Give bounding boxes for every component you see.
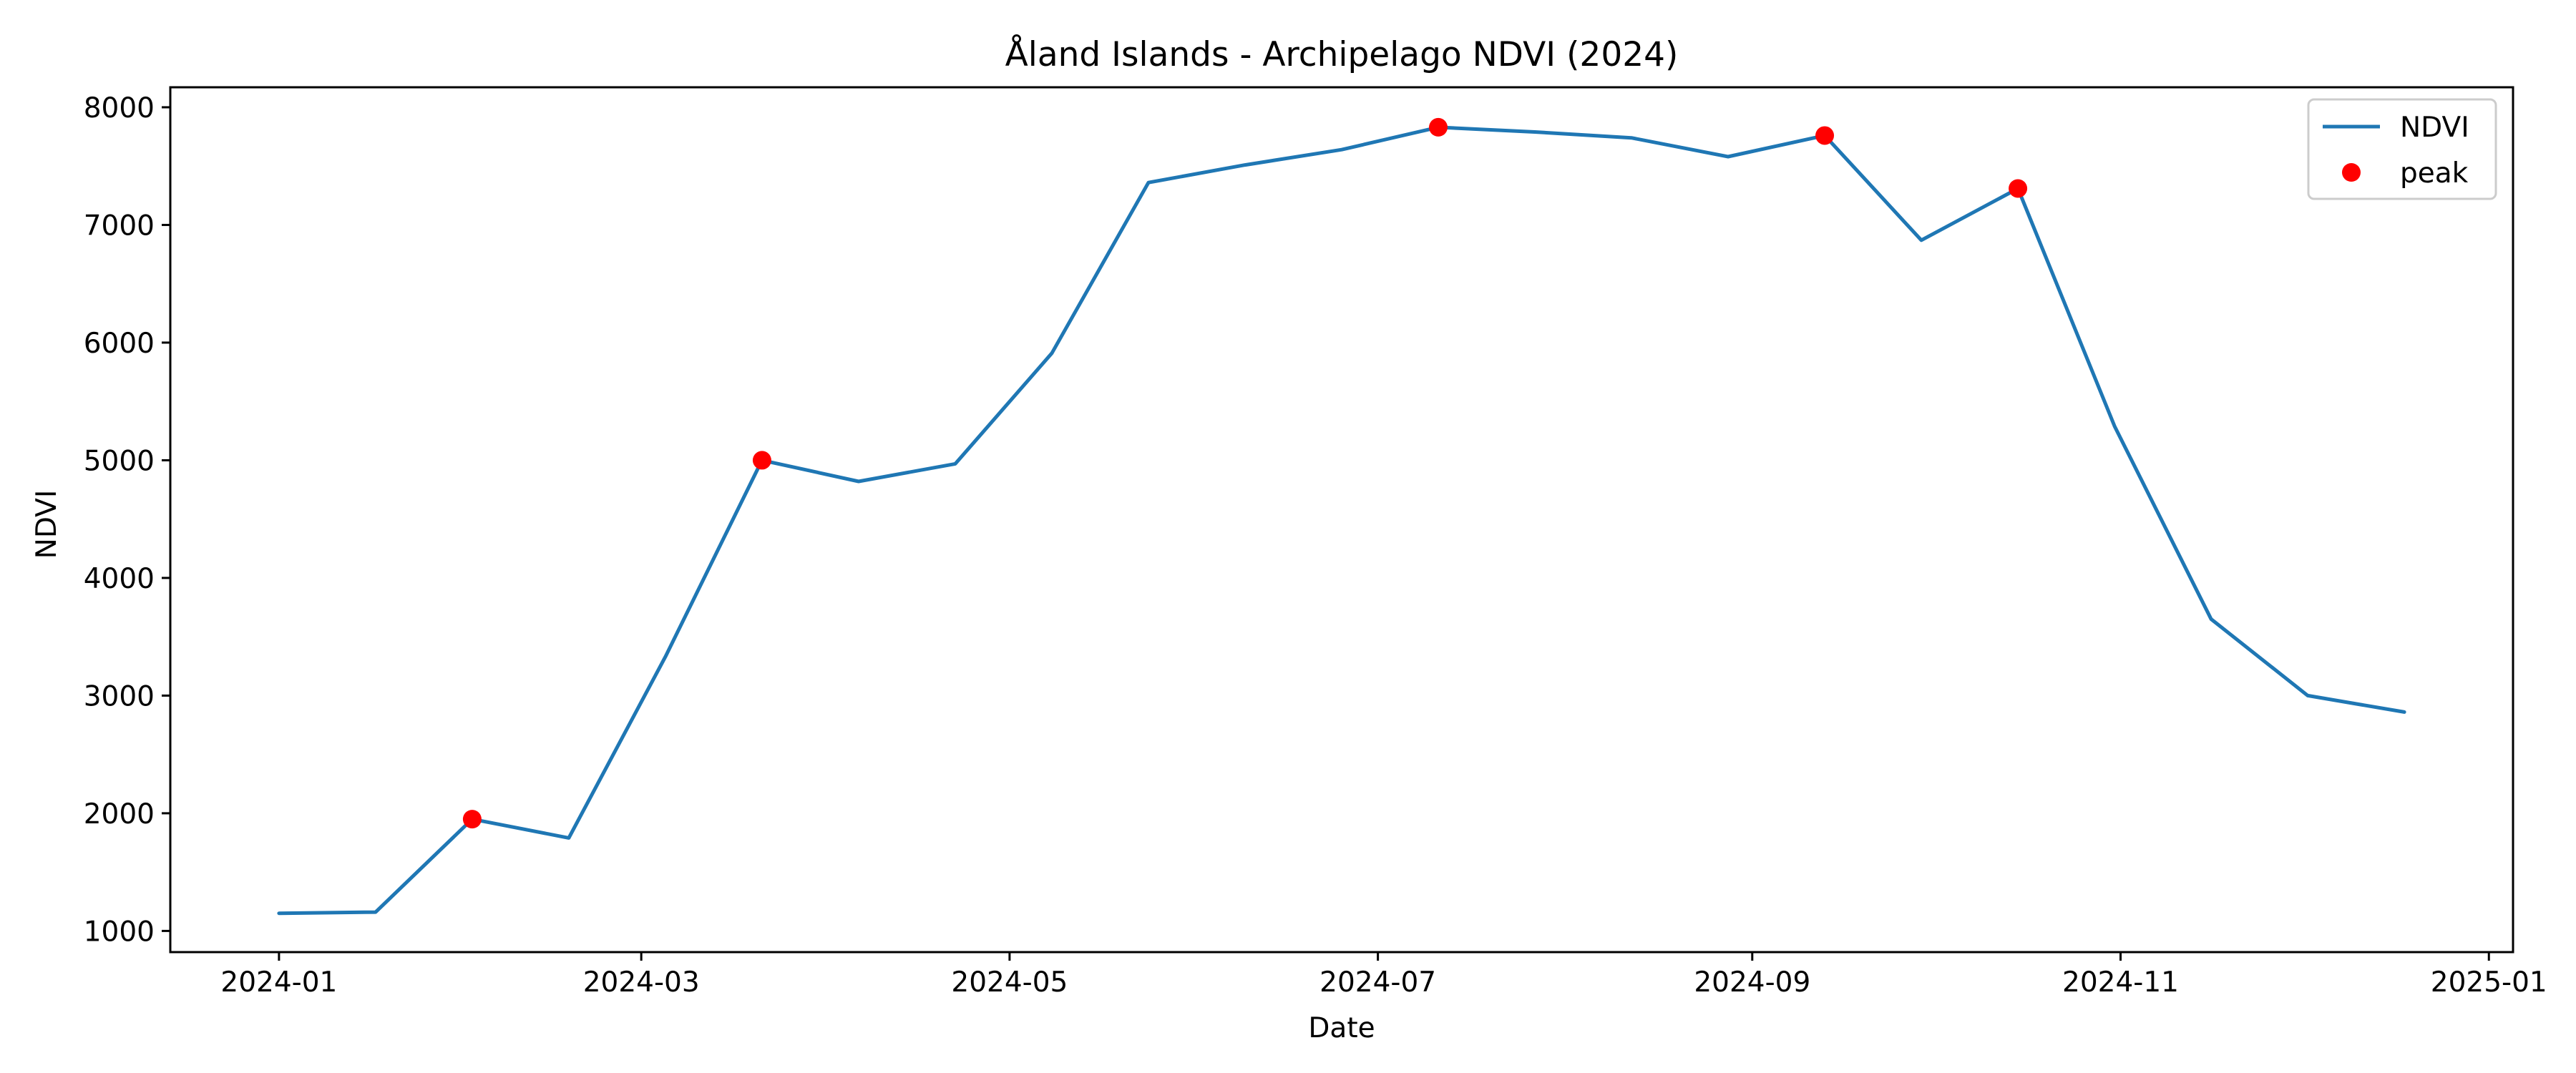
y-tick-label: 1000 (84, 916, 155, 948)
y-tick-label: 5000 (84, 445, 155, 477)
x-axis-label: Date (1308, 1012, 1375, 1044)
y-tick-label: 4000 (84, 563, 155, 595)
peak-marker (1429, 117, 1448, 137)
legend-label: NDVI (2400, 112, 2469, 144)
y-tick-label: 6000 (84, 328, 155, 360)
x-tick-label: 2024-09 (1694, 966, 1810, 999)
peak-marker (752, 451, 771, 470)
axes-frame (169, 86, 2514, 954)
y-tick-label: 3000 (84, 680, 155, 712)
y-axis-label: NDVI (31, 490, 63, 559)
plot-area: 2024-01 2024-03 2024-05 2024-07 2024-09 2024-… (84, 86, 2547, 999)
y-tick-label: 7000 (84, 210, 155, 242)
x-tick-label: 2024-03 (583, 966, 700, 999)
legend-marker-swatch (2342, 163, 2361, 182)
x-tick-label: 2025-01 (2431, 966, 2547, 999)
chart-title: Åland Islands - Archipelago NDVI (2024) (1005, 35, 1679, 74)
y-tick-label: 8000 (84, 92, 155, 124)
x-tick-label: 2024-11 (2062, 966, 2179, 999)
peak-marker (462, 810, 482, 829)
ndvi-series-line (277, 125, 2406, 916)
legend: NDVI peak (2307, 98, 2497, 200)
x-tick-label: 2024-01 (220, 966, 337, 999)
x-tick-label: 2024-07 (1319, 966, 1436, 999)
peak-marker (2009, 179, 2028, 198)
x-tick-label: 2024-05 (951, 966, 1068, 999)
peak-marker (1815, 126, 1835, 145)
y-tick-label: 2000 (84, 798, 155, 831)
legend-label: peak (2400, 157, 2469, 190)
